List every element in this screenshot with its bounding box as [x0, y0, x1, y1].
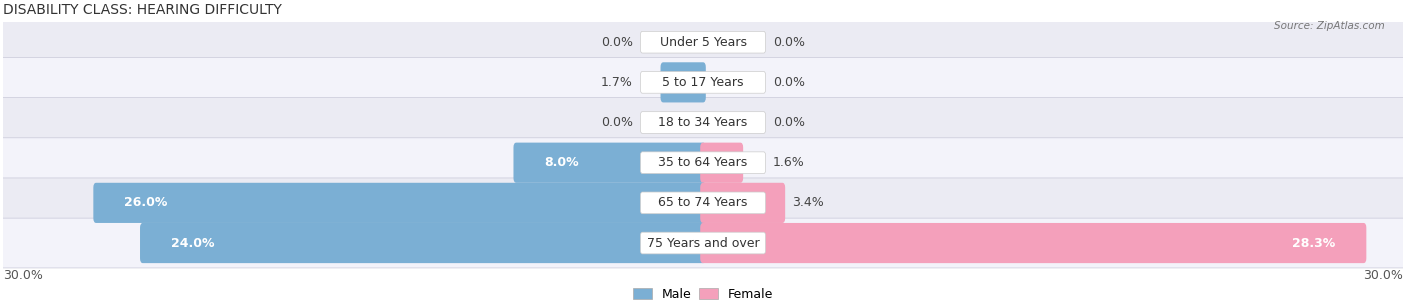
FancyBboxPatch shape [0, 98, 1406, 147]
FancyBboxPatch shape [661, 62, 706, 103]
FancyBboxPatch shape [0, 178, 1406, 228]
Text: 26.0%: 26.0% [124, 196, 167, 209]
Text: 35 to 64 Years: 35 to 64 Years [658, 156, 748, 169]
Text: 5 to 17 Years: 5 to 17 Years [662, 76, 744, 89]
Text: 1.6%: 1.6% [773, 156, 804, 169]
Text: DISABILITY CLASS: HEARING DIFFICULTY: DISABILITY CLASS: HEARING DIFFICULTY [3, 3, 281, 17]
Text: 0.0%: 0.0% [773, 116, 806, 129]
Text: 1.7%: 1.7% [602, 76, 633, 89]
FancyBboxPatch shape [93, 183, 706, 223]
Legend: Male, Female: Male, Female [628, 283, 778, 306]
FancyBboxPatch shape [700, 223, 1367, 263]
Text: 3.4%: 3.4% [792, 196, 824, 209]
Text: 0.0%: 0.0% [773, 76, 806, 89]
FancyBboxPatch shape [0, 17, 1406, 67]
FancyBboxPatch shape [641, 232, 765, 254]
Text: 0.0%: 0.0% [600, 36, 633, 49]
Text: 30.0%: 30.0% [3, 269, 42, 282]
FancyBboxPatch shape [0, 58, 1406, 107]
Text: 8.0%: 8.0% [544, 156, 579, 169]
Text: 65 to 74 Years: 65 to 74 Years [658, 196, 748, 209]
FancyBboxPatch shape [641, 31, 765, 53]
FancyBboxPatch shape [513, 143, 706, 183]
FancyBboxPatch shape [700, 183, 785, 223]
FancyBboxPatch shape [641, 152, 765, 174]
Text: 30.0%: 30.0% [1364, 269, 1403, 282]
FancyBboxPatch shape [0, 138, 1406, 188]
FancyBboxPatch shape [641, 192, 765, 214]
Text: 24.0%: 24.0% [172, 237, 214, 249]
FancyBboxPatch shape [141, 223, 706, 263]
Text: 18 to 34 Years: 18 to 34 Years [658, 116, 748, 129]
FancyBboxPatch shape [641, 112, 765, 133]
Text: 28.3%: 28.3% [1292, 237, 1336, 249]
Text: 0.0%: 0.0% [773, 36, 806, 49]
Text: 75 Years and over: 75 Years and over [647, 237, 759, 249]
Text: 0.0%: 0.0% [600, 116, 633, 129]
FancyBboxPatch shape [700, 143, 744, 183]
Text: Source: ZipAtlas.com: Source: ZipAtlas.com [1274, 21, 1385, 32]
FancyBboxPatch shape [641, 72, 765, 93]
FancyBboxPatch shape [0, 218, 1406, 268]
Text: Under 5 Years: Under 5 Years [659, 36, 747, 49]
